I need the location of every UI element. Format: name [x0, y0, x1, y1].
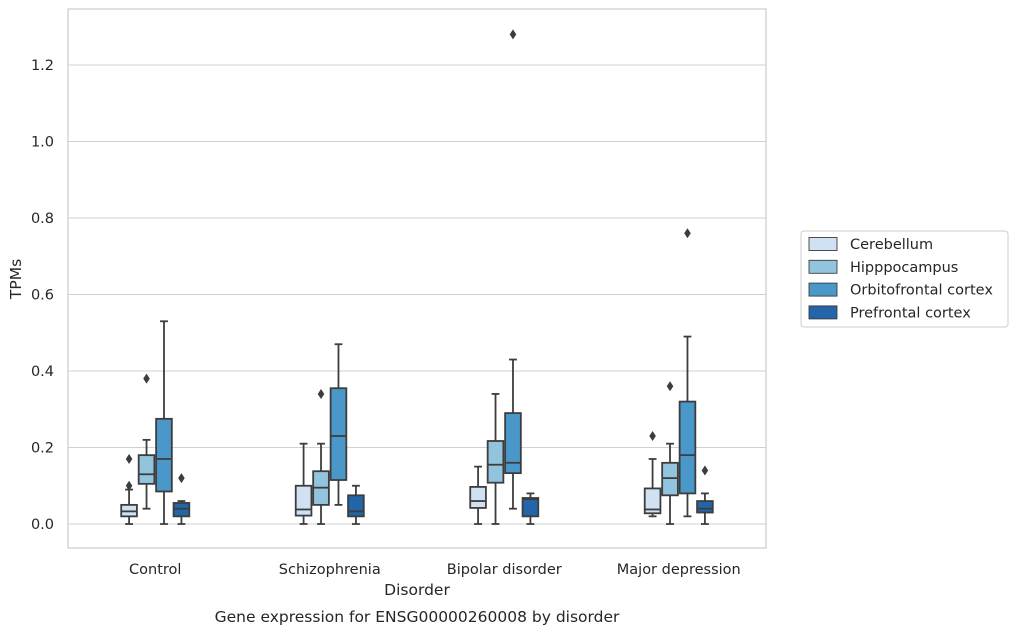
box-iqr	[661, 461, 679, 497]
y-tick-label: 1.2	[31, 58, 54, 74]
outlier-point	[509, 29, 517, 40]
box-iqr	[469, 485, 487, 509]
box-iqr	[696, 500, 714, 514]
plot-frame	[67, 8, 767, 549]
outlier-point	[649, 431, 656, 442]
x-tick-labels: Control Schizophrenia Bipolar disorder Majo…	[129, 562, 741, 578]
outlier-point	[701, 465, 709, 476]
x-tick-label: Schizophrenia	[279, 562, 381, 578]
y-tick-label: 0.0	[31, 517, 54, 533]
legend: Cerebellum Hipppocampus Orbitofrontal cort…	[800, 230, 1009, 328]
outlier-point	[143, 373, 150, 384]
y-tick-label: 0.6	[31, 288, 54, 304]
box-group	[521, 492, 540, 525]
box-iqr	[521, 497, 540, 518]
box-group	[469, 465, 487, 525]
y-tick-label: 0.8	[31, 211, 54, 227]
box-group	[661, 381, 679, 525]
box-group	[347, 484, 365, 525]
y-tick-label: 0.2	[31, 441, 54, 457]
box-iqr	[172, 502, 191, 518]
legend-swatch	[808, 259, 838, 274]
box-iqr	[329, 387, 348, 481]
box-iqr	[155, 417, 173, 493]
x-tick-label: Major depression	[617, 562, 741, 578]
grid-layer	[68, 64, 766, 525]
legend-label: Cerebellum	[850, 237, 933, 253]
x-tick-label: Control	[129, 562, 181, 578]
x-tick-label: Bipolar disorder	[447, 562, 562, 578]
box-group	[137, 373, 156, 510]
outlier-point	[178, 473, 185, 484]
chart-caption: Gene expression for ENSG00000260008 by d…	[215, 608, 620, 626]
box-iqr	[347, 494, 365, 518]
legend-items: Cerebellum Hipppocampus Orbitofrontal cort…	[808, 237, 993, 321]
box-group	[486, 393, 505, 525]
box-group	[678, 228, 697, 518]
box-iqr	[678, 400, 697, 495]
box-group	[294, 442, 313, 525]
legend-label: Hipppocampus	[850, 260, 958, 276]
box-layer	[120, 29, 714, 525]
x-axis-title: Disorder	[384, 581, 450, 599]
legend-swatch	[808, 237, 838, 251]
box-group	[312, 388, 330, 525]
box-group	[504, 29, 522, 510]
legend-label: Prefrontal cortex	[850, 305, 971, 321]
box-iqr	[294, 484, 313, 517]
outlier-point	[666, 381, 674, 392]
outlier-point	[317, 388, 325, 399]
box-group	[329, 343, 348, 506]
outlier-point	[125, 480, 133, 491]
box-group	[696, 465, 714, 525]
outlier-point	[125, 453, 133, 464]
box-iqr	[137, 454, 156, 485]
box-group	[172, 473, 191, 525]
box-iqr	[643, 487, 662, 515]
box-iqr	[486, 440, 505, 484]
legend-swatch	[808, 305, 838, 320]
box-group	[120, 453, 138, 525]
legend-swatch	[808, 282, 838, 297]
legend-frame	[800, 230, 1009, 328]
y-tick-label: 1.0	[31, 135, 54, 151]
y-axis-title: TPMs	[7, 259, 25, 300]
box-iqr	[504, 412, 522, 475]
box-group	[643, 431, 662, 518]
y-tick-labels: 0.0 0.2 0.4 0.6 0.8 1.0 1.2	[31, 58, 54, 533]
outlier-point	[684, 228, 691, 239]
box-group	[155, 320, 173, 525]
legend-label: Orbitofrontal cortex	[850, 283, 993, 299]
y-tick-label: 0.4	[31, 364, 54, 380]
